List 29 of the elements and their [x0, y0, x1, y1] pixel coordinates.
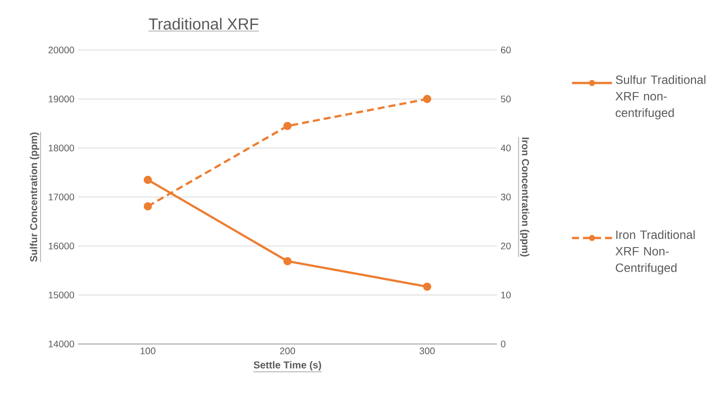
y2-axis-title: Iron Concentration (ppm) [520, 138, 530, 256]
chart-title: Traditional XRF [148, 18, 258, 30]
y2-tick-label: 20 [501, 242, 511, 250]
y2-tick-label: 0 [500, 340, 506, 348]
x-tick-label: 300 [420, 348, 435, 354]
y2-tick-label: 40 [500, 144, 511, 152]
legend-label: Iron Traditional XRF Non-Centrifuged [615, 230, 695, 274]
y2-tick-label: 60 [501, 46, 511, 54]
y2-tick-label: 10 [501, 292, 511, 298]
y-tick-label: 15000 [48, 292, 74, 298]
point [144, 202, 152, 210]
point [283, 257, 292, 266]
x-tick-label: 200 [280, 348, 296, 354]
y2-tick-label: 50 [500, 96, 511, 102]
legend-label: Sulfur Traditional XRF non-centrifuged [615, 75, 706, 120]
y-axis-title: Sulfur Concentration (ppm) [30, 132, 40, 262]
x-tick-label: 100 [140, 348, 156, 354]
x-axis-title: Settle Time (s) [254, 361, 322, 370]
point [423, 94, 432, 104]
point [283, 122, 292, 130]
y-tick-label: 17000 [48, 194, 74, 200]
y2-tick-label: 30 [500, 194, 511, 200]
y-tick-label: 18000 [48, 144, 74, 152]
y-tick-label: 19000 [48, 96, 74, 102]
y-tick-label: 16000 [48, 242, 74, 250]
y-tick-label: 20000 [48, 46, 74, 54]
point [423, 282, 432, 291]
point [144, 176, 152, 184]
y-tick-label: 14000 [48, 340, 74, 348]
